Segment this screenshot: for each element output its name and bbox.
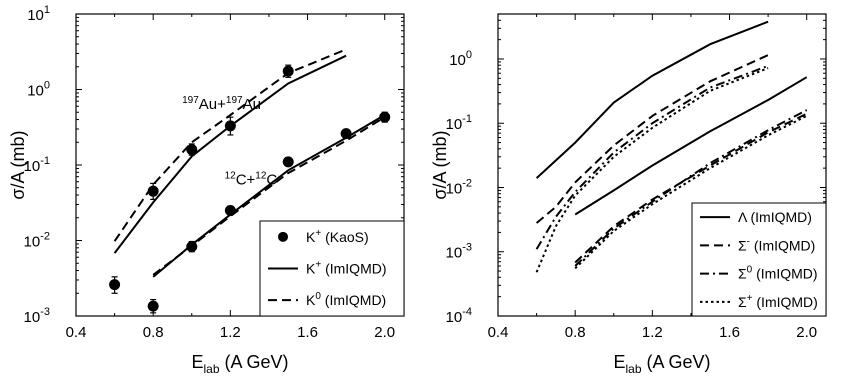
series-line-dashdot [574, 109, 808, 267]
y-tick-label: 10-3 [24, 306, 50, 326]
left-panel: 0.4 0.8 1.2 1.6 2.0 10-3 10-2 10-1 100 101 Elab (A… [8, 4, 405, 376]
legend-label: Σ- (ImIQMD) [738, 236, 815, 253]
x-tick-label: 1.6 [719, 324, 740, 341]
series-line-dot [535, 67, 769, 273]
data-point [379, 111, 391, 123]
y-tick-label: 10-3 [446, 242, 472, 262]
series-line-solid [152, 114, 386, 278]
series-line-dash [113, 48, 347, 242]
x-tick-label: 1.6 [297, 324, 318, 341]
data-point [282, 156, 294, 168]
system-annotation: 12C+12C [225, 171, 278, 189]
x-axis-label: Elab (A GeV) [191, 352, 288, 376]
legend-marker [278, 231, 288, 242]
series-line-solid [574, 76, 808, 216]
legend: Λ (ImIQMD) Σ- (ImIQMD) Σ0 (ImIQMD) Σ+ (ImIQ… [691, 202, 827, 317]
x-tick-label: 0.8 [565, 324, 586, 341]
x-tick-label: 0.4 [488, 324, 509, 341]
x-tick-label: 0.8 [143, 324, 164, 341]
right-panel: 0.4 0.8 1.2 1.6 2.0 10-4 10-3 10-2 10-1 100 Elab (… [430, 13, 827, 376]
y-tick-label: 10-1 [446, 113, 472, 133]
data-point [186, 144, 198, 156]
x-tick-label: 2.0 [374, 324, 395, 341]
y-axis-label: σ/A (mb) [8, 130, 28, 199]
y-tick-label: 100 [449, 49, 472, 69]
x-tick-label: 2.0 [796, 324, 817, 341]
legend-label: K+ (ImIQMD) [306, 260, 387, 277]
legend-label: K0 (ImIQMD) [306, 291, 386, 308]
y-tick-label: 100 [27, 80, 50, 100]
legend: K+ (KaoS) K+ (ImIQMD) K0 (ImIQMD) [259, 220, 405, 317]
plot-frame [497, 13, 827, 317]
x-tick-label: 1.2 [220, 324, 241, 341]
legend-box [691, 202, 827, 317]
y-tick-label: 10-1 [24, 155, 50, 175]
legend-label: K+ (KaoS) [306, 228, 369, 245]
y-tick-label: 10-4 [446, 306, 472, 326]
data-point [147, 300, 159, 312]
x-tick-label: 1.2 [642, 324, 663, 341]
x-axis-label: Elab (A GeV) [613, 352, 710, 376]
y-tick-label: 10-2 [446, 177, 472, 197]
series-line-dot [574, 115, 808, 270]
legend-label: Σ0 (ImIQMD) [738, 265, 818, 282]
series-line-solid [113, 54, 347, 254]
series-line-solid [535, 20, 769, 179]
y-axis-label: σ/A (mb) [430, 130, 450, 199]
data-point [109, 279, 121, 291]
legend-label: Λ (ImIQMD) [738, 209, 812, 225]
series-line-dash [535, 54, 769, 224]
y-tick-label: 101 [27, 4, 50, 24]
y-tick-label: 10-2 [24, 231, 50, 251]
x-tick-label: 0.4 [66, 324, 87, 341]
legend-label: Σ+ (ImIQMD) [738, 293, 818, 310]
series-line-dash [152, 116, 386, 276]
system-annotation: 197Au+197Au [182, 95, 261, 113]
